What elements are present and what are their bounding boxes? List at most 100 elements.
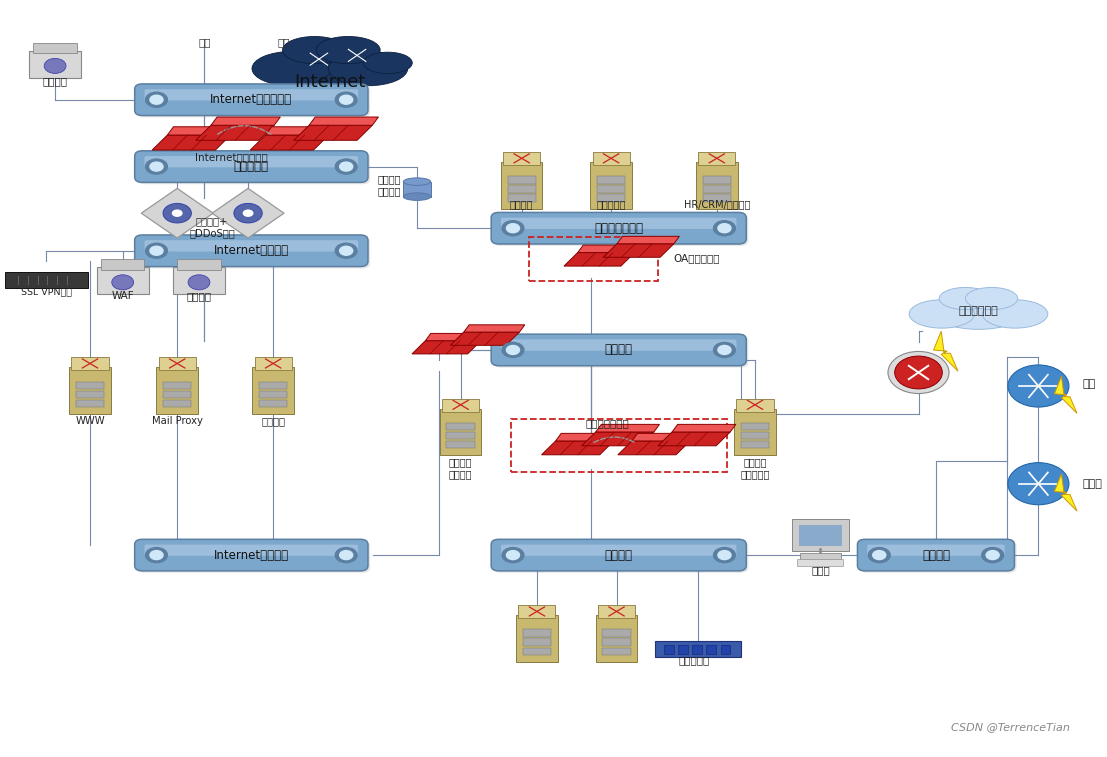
FancyBboxPatch shape xyxy=(29,51,81,78)
FancyBboxPatch shape xyxy=(72,357,108,370)
FancyBboxPatch shape xyxy=(137,541,370,573)
Polygon shape xyxy=(658,432,731,446)
FancyBboxPatch shape xyxy=(703,176,731,184)
Text: 身份认证
（堡垒机）: 身份认证 （堡垒机） xyxy=(741,457,769,479)
Circle shape xyxy=(714,221,735,235)
FancyBboxPatch shape xyxy=(501,339,736,350)
FancyBboxPatch shape xyxy=(516,615,558,662)
Text: 配置交换机: 配置交换机 xyxy=(234,160,269,173)
Text: 业务系统: 业务系统 xyxy=(261,416,286,426)
Text: 电信: 电信 xyxy=(198,37,210,47)
Polygon shape xyxy=(1054,376,1077,413)
Text: 上网行为
管理系统: 上网行为 管理系统 xyxy=(377,175,401,196)
Circle shape xyxy=(340,246,353,255)
FancyBboxPatch shape xyxy=(741,431,769,439)
Ellipse shape xyxy=(363,52,412,73)
Text: 入侵检测+
防DDoS系统: 入侵检测+ 防DDoS系统 xyxy=(189,217,235,238)
FancyBboxPatch shape xyxy=(602,638,631,646)
Circle shape xyxy=(718,345,731,354)
Circle shape xyxy=(146,243,167,258)
Polygon shape xyxy=(293,125,372,140)
FancyBboxPatch shape xyxy=(158,357,196,370)
FancyBboxPatch shape xyxy=(494,541,748,573)
Text: SSL VPN系统: SSL VPN系统 xyxy=(21,288,72,297)
Circle shape xyxy=(146,92,167,107)
FancyBboxPatch shape xyxy=(145,240,359,251)
Ellipse shape xyxy=(965,288,1017,310)
FancyBboxPatch shape xyxy=(255,357,291,370)
Ellipse shape xyxy=(403,178,431,185)
FancyBboxPatch shape xyxy=(721,644,731,653)
Polygon shape xyxy=(581,432,654,446)
Circle shape xyxy=(335,547,358,562)
Polygon shape xyxy=(211,117,280,125)
FancyBboxPatch shape xyxy=(135,84,368,116)
FancyBboxPatch shape xyxy=(4,272,87,288)
Text: Mail Proxy: Mail Proxy xyxy=(152,416,203,426)
FancyBboxPatch shape xyxy=(492,213,746,244)
FancyBboxPatch shape xyxy=(156,367,198,414)
FancyBboxPatch shape xyxy=(501,544,736,556)
Text: Internet隔离网段: Internet隔离网段 xyxy=(214,549,289,562)
Ellipse shape xyxy=(939,288,992,310)
FancyBboxPatch shape xyxy=(442,399,479,412)
Text: Internet服务网段: Internet服务网段 xyxy=(214,245,289,257)
Text: 办公、管理区域: 办公、管理区域 xyxy=(594,222,643,235)
FancyBboxPatch shape xyxy=(523,630,551,637)
Ellipse shape xyxy=(317,36,380,64)
FancyBboxPatch shape xyxy=(145,89,359,101)
FancyBboxPatch shape xyxy=(602,630,631,637)
Polygon shape xyxy=(578,245,640,253)
FancyBboxPatch shape xyxy=(679,644,687,653)
FancyBboxPatch shape xyxy=(252,367,293,414)
FancyBboxPatch shape xyxy=(163,400,192,407)
Text: 防病毒系统: 防病毒系统 xyxy=(597,198,625,209)
FancyBboxPatch shape xyxy=(523,638,551,646)
FancyBboxPatch shape xyxy=(446,441,475,448)
Circle shape xyxy=(718,224,731,232)
Circle shape xyxy=(714,547,735,562)
FancyBboxPatch shape xyxy=(860,541,1016,573)
Text: 数据库审计: 数据库审计 xyxy=(679,656,710,665)
FancyBboxPatch shape xyxy=(33,42,76,53)
Polygon shape xyxy=(309,117,379,125)
Polygon shape xyxy=(250,135,329,150)
Ellipse shape xyxy=(277,42,383,84)
FancyBboxPatch shape xyxy=(137,237,370,269)
Circle shape xyxy=(506,550,519,559)
FancyBboxPatch shape xyxy=(518,606,556,618)
Text: 抓包分析: 抓包分析 xyxy=(42,76,68,86)
Ellipse shape xyxy=(329,51,407,86)
Text: Internet防火墙系统: Internet防火墙系统 xyxy=(195,152,268,162)
Polygon shape xyxy=(563,253,634,266)
FancyBboxPatch shape xyxy=(137,86,370,117)
Circle shape xyxy=(718,550,731,559)
FancyBboxPatch shape xyxy=(494,214,748,246)
Text: 公司广域网络: 公司广域网络 xyxy=(959,306,999,316)
Circle shape xyxy=(888,351,949,394)
Circle shape xyxy=(340,162,353,171)
Text: 网通: 网通 xyxy=(278,37,290,47)
FancyBboxPatch shape xyxy=(736,399,774,412)
Polygon shape xyxy=(451,332,519,345)
FancyBboxPatch shape xyxy=(699,152,735,165)
Polygon shape xyxy=(596,425,660,432)
Ellipse shape xyxy=(282,36,346,64)
Text: 交易所: 交易所 xyxy=(1082,478,1101,489)
Text: 邮件过滤: 邮件过滤 xyxy=(186,291,211,301)
Ellipse shape xyxy=(252,51,331,86)
Circle shape xyxy=(146,159,167,174)
FancyBboxPatch shape xyxy=(163,382,192,389)
FancyBboxPatch shape xyxy=(439,409,482,455)
FancyBboxPatch shape xyxy=(799,553,841,559)
FancyBboxPatch shape xyxy=(741,423,769,430)
Polygon shape xyxy=(167,126,237,135)
Circle shape xyxy=(340,95,353,104)
Circle shape xyxy=(146,547,167,562)
Circle shape xyxy=(503,342,524,357)
Circle shape xyxy=(112,275,134,290)
Ellipse shape xyxy=(982,300,1048,328)
FancyBboxPatch shape xyxy=(501,218,736,229)
Text: 汇聚区域: 汇聚区域 xyxy=(604,344,633,357)
Circle shape xyxy=(149,246,163,255)
